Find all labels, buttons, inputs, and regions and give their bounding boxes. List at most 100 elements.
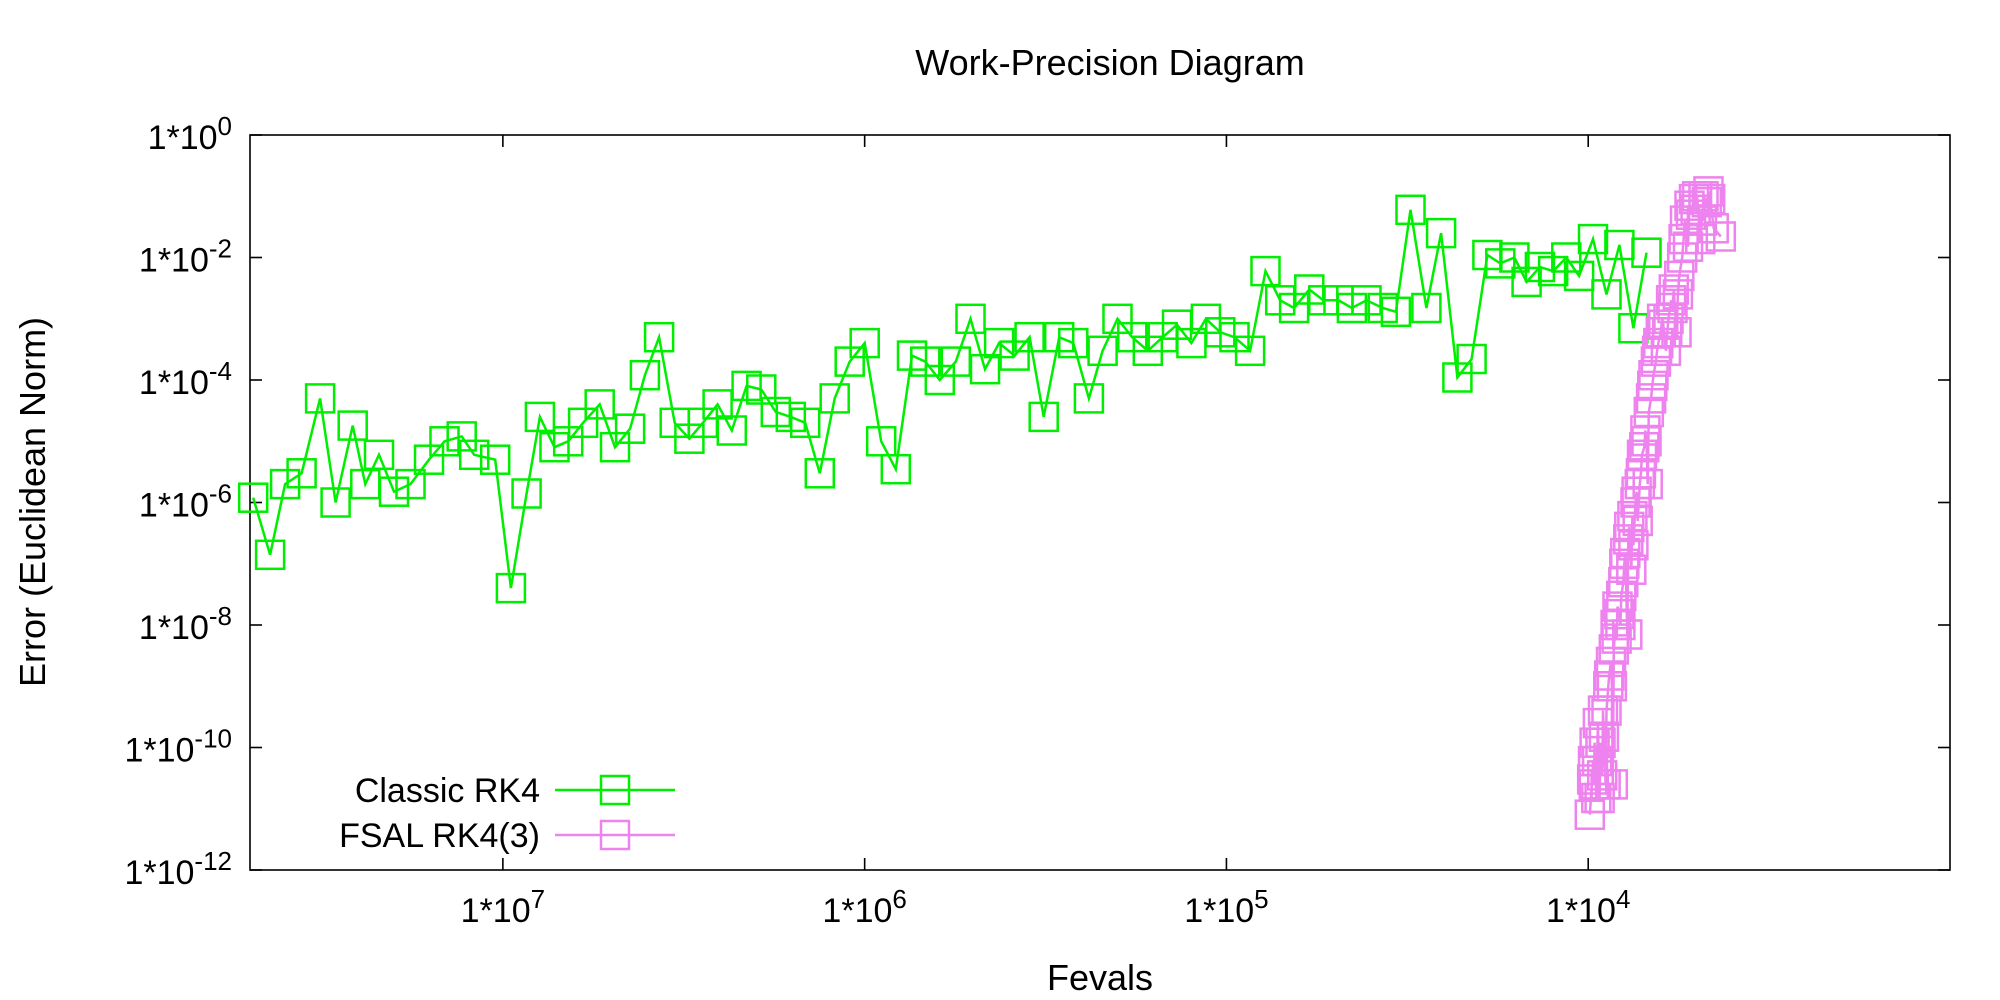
data-point: [584, 389, 615, 420]
legend: Classic RK4 FSAL RK4(3): [339, 772, 675, 855]
y-tick-label: 1*10-4: [139, 356, 232, 402]
data-point: [1618, 530, 1649, 561]
data-point: [378, 476, 410, 507]
data-point: [567, 407, 599, 439]
data-point: [1705, 221, 1737, 252]
data-point: [1643, 327, 1674, 359]
data-point: [1668, 223, 1699, 255]
data-point: [1661, 317, 1692, 348]
data-point: [880, 453, 912, 485]
data-point: [1631, 426, 1662, 457]
data-point: [1574, 799, 1606, 830]
data-point: [495, 572, 527, 604]
legend-label: FSAL RK4(3): [339, 817, 540, 855]
y-tick-label: 1*10-2: [139, 234, 232, 280]
y-tick-label: 1*10-8: [139, 601, 232, 647]
data-point: [819, 383, 850, 414]
x-tick-label: 1*107: [461, 884, 545, 930]
legend-marker: [599, 774, 631, 806]
data-point: [955, 303, 986, 335]
data-point: [804, 458, 836, 489]
data-point: [1650, 335, 1682, 367]
x-tick-label: 1*104: [1546, 884, 1630, 930]
data-point: [1087, 335, 1118, 367]
x-tick-label: 1*105: [1184, 884, 1268, 930]
data-point: [629, 359, 661, 391]
data-point: [1380, 296, 1412, 328]
data-point: [849, 327, 880, 359]
data-point: [1632, 468, 1663, 500]
data-point: [1688, 181, 1719, 212]
data-point: [320, 487, 351, 518]
data-point: [789, 407, 821, 439]
data-point: [1693, 176, 1724, 207]
series-layer: [237, 176, 1737, 830]
data-point: [1662, 279, 1694, 310]
legend-label: Classic RK4: [355, 772, 540, 810]
data-point: [1585, 727, 1616, 758]
data-point: [1655, 285, 1687, 316]
data-point: [1395, 194, 1426, 226]
legend-marker: [599, 819, 631, 851]
y-axis-ticks: 1*100 1*10-2 1*10-4 1*10-6 1*10-8 1*10-10 1*10…: [124, 111, 1950, 892]
series-1: [237, 194, 1662, 604]
data-point: [1073, 383, 1105, 414]
data-point: [1499, 242, 1530, 273]
data-point: [614, 413, 646, 444]
x-axis-title: Fevals: [1047, 957, 1153, 998]
data-point: [458, 439, 490, 471]
y-tick-label: 1*10-12: [124, 846, 232, 892]
data-point: [337, 410, 368, 441]
data-point: [1597, 769, 1629, 800]
data-point: [716, 415, 748, 446]
y-tick-label: 1*10-10: [124, 724, 232, 770]
data-point: [1629, 431, 1660, 463]
data-point: [1595, 646, 1627, 678]
data-point: [1234, 335, 1266, 367]
series-2: [1574, 176, 1737, 830]
data-point: [1698, 213, 1729, 244]
data-point: [237, 482, 269, 513]
series-line: [252, 209, 1648, 589]
data-point: [983, 327, 1015, 359]
data-point: [1014, 321, 1045, 353]
data-point: [1616, 554, 1647, 585]
data-point: [1596, 671, 1628, 702]
data-point: [413, 444, 445, 475]
data-point: [1591, 279, 1622, 310]
data-point: [446, 421, 477, 452]
data-point: [924, 364, 956, 396]
data-point: [254, 539, 286, 571]
data-point: [1058, 327, 1089, 359]
data-point: [1588, 721, 1620, 752]
data-point: [1666, 242, 1698, 273]
y-tick-label: 1*100: [148, 111, 232, 157]
data-point: [524, 401, 556, 433]
data-point: [1591, 695, 1622, 726]
data-point: [395, 468, 426, 500]
data-point: [429, 426, 460, 457]
data-point: [269, 468, 301, 500]
x-tick-label: 1*106: [822, 884, 906, 930]
data-point: [1691, 186, 1723, 218]
data-point: [1563, 260, 1595, 292]
data-point: [1625, 458, 1657, 489]
data-point: [1577, 223, 1609, 255]
data-point: [643, 321, 675, 353]
data-point: [479, 444, 511, 475]
data-point: [1351, 285, 1382, 316]
data-point: [1612, 619, 1643, 650]
data-point: [1411, 292, 1442, 324]
y-tick-label: 1*10-6: [139, 479, 232, 525]
data-point: [1631, 237, 1662, 268]
data-point: [1586, 760, 1618, 791]
data-point: [1614, 511, 1645, 543]
data-point: [1028, 401, 1059, 433]
data-point: [304, 383, 336, 414]
data-point: [1622, 505, 1653, 537]
y-axis-title: Error (Euclidean Norm): [12, 317, 53, 687]
data-point: [1425, 217, 1457, 249]
data-point: [363, 439, 395, 471]
data-point: [511, 478, 542, 509]
